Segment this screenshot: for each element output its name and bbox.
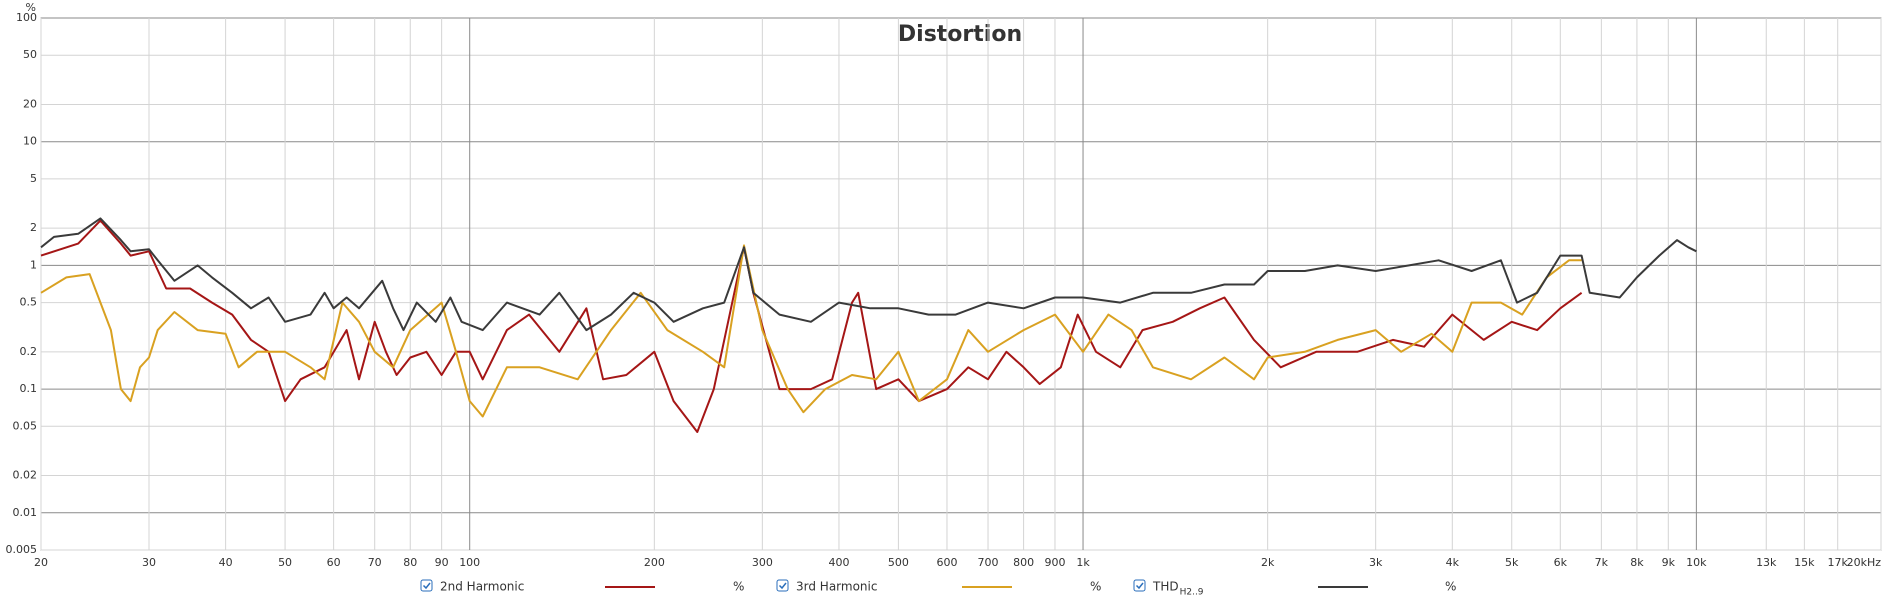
y-axis-label: % (26, 1, 36, 14)
x-tick-label: 20kHz (1847, 556, 1882, 569)
x-tick-label: 40 (219, 556, 233, 569)
x-tick-label: 500 (888, 556, 909, 569)
x-tick-label: 10k (1686, 556, 1707, 569)
y-tick-label: 50 (23, 48, 37, 61)
plot-area (40, 17, 1882, 551)
y-tick-label: 0.05 (13, 419, 38, 432)
x-tick-label: 6k (1554, 556, 1568, 569)
x-tick-label: 100 (459, 556, 480, 569)
x-tick-label: 1k (1076, 556, 1090, 569)
check (778, 582, 787, 590)
x-tick-label: 4k (1446, 556, 1460, 569)
grid (40, 17, 1882, 551)
x-tick-label: 80 (403, 556, 417, 569)
legend-unit: % (1090, 580, 1101, 594)
x-tick-label: 70 (368, 556, 382, 569)
x-tick-label: 7k (1595, 556, 1609, 569)
legend-subscript: H2..9 (1180, 588, 1204, 598)
legend-label: THD (1152, 580, 1179, 594)
x-tick-label: 300 (752, 556, 773, 569)
legend-label: 3rd Harmonic (796, 580, 877, 594)
y-tick-label: 5 (30, 172, 37, 185)
checkbox[interactable] (776, 579, 789, 592)
x-tick-label: 700 (978, 556, 999, 569)
x-tick-label: 800 (1013, 556, 1034, 569)
chart-title: Distortion (898, 22, 1022, 47)
x-tick-label: 90 (435, 556, 449, 569)
x-tick-label: 17k (1828, 556, 1849, 569)
y-tick-label: 0.005 (6, 543, 38, 556)
x-tick-label: 5k (1505, 556, 1519, 569)
y-tick-label: 1 (30, 258, 37, 271)
x-tick-label: 900 (1044, 556, 1065, 569)
x-tick-label: 2k (1261, 556, 1275, 569)
x-tick-label: 200 (644, 556, 665, 569)
x-tick-label: 20 (34, 556, 48, 569)
x-tick-label: 15k (1794, 556, 1815, 569)
x-tick-label: 8k (1630, 556, 1644, 569)
legend-label: 2nd Harmonic (440, 580, 524, 594)
y-tick-label: 20 (23, 97, 37, 110)
x-tick-label: 400 (828, 556, 849, 569)
y-tick-label: 0.02 (13, 469, 38, 482)
checkbox[interactable] (1133, 579, 1146, 592)
y-tick-label: 0.5 (20, 296, 38, 309)
checkbox[interactable] (420, 579, 433, 592)
x-tick-label: 9k (1662, 556, 1676, 569)
check (1135, 582, 1144, 590)
series-line (40, 217, 1697, 332)
y-tick-label: 0.01 (13, 506, 38, 519)
x-tick-label: 60 (327, 556, 341, 569)
x-tick-label: 600 (936, 556, 957, 569)
legend-unit: % (733, 580, 744, 594)
y-tick-label: 0.1 (20, 382, 38, 395)
legend-unit: % (1445, 580, 1456, 594)
y-tick-label: 100 (16, 11, 37, 24)
y-tick-label: 10 (23, 135, 37, 148)
x-tick-label: 50 (278, 556, 292, 569)
x-tick-label: 3k (1369, 556, 1383, 569)
y-tick-label: 0.2 (20, 345, 38, 358)
series-line (40, 219, 1583, 433)
x-tick-label: 13k (1756, 556, 1777, 569)
x-tick-label: 30 (142, 556, 156, 569)
legend-checkboxes (420, 579, 1146, 592)
check (422, 582, 431, 590)
y-tick-label: 2 (30, 221, 37, 234)
series-line (40, 244, 1582, 418)
